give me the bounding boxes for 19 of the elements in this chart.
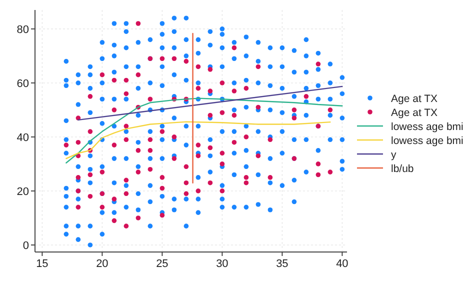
legend-label: Age at TX [391, 107, 438, 119]
legend-label: lowess age bmi [391, 121, 464, 133]
legend-label: y [391, 149, 397, 161]
y-tick-label: 40 [16, 132, 29, 144]
x-tick-label: 20 [96, 258, 108, 270]
y-tick-label: 0 [22, 240, 29, 252]
line-series [66, 98, 343, 164]
x-tick-label: 25 [156, 258, 168, 270]
y-tick-label: 60 [16, 78, 29, 90]
legend-label: Age at TX [391, 93, 438, 105]
legend-label: lb/ub [391, 163, 414, 175]
y-tick-label: 20 [16, 186, 29, 198]
line-series [66, 121, 331, 160]
x-tick-label: 40 [336, 258, 348, 270]
x-tick-label: 35 [276, 258, 288, 270]
x-tick-label: 30 [216, 258, 228, 270]
y-tick-label: 80 [16, 24, 29, 36]
legend-label: lowess age bmi [391, 135, 464, 147]
x-tick-label: 15 [36, 258, 48, 270]
